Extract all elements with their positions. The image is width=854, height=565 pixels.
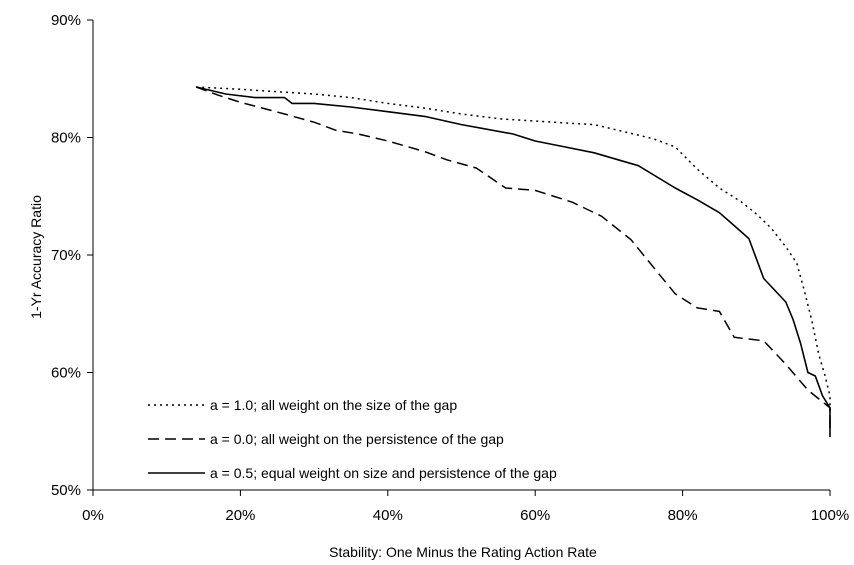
y-tick-label: 90%: [51, 12, 81, 29]
y-tick-label: 80%: [51, 130, 81, 147]
x-tick-label: 40%: [373, 507, 403, 524]
x-tick-label: 60%: [520, 507, 550, 524]
y-tick-label: 70%: [51, 247, 81, 264]
tick-labels: 50% 60% 70% 80% 90% 0% 20% 40% 60% 80% 100%: [51, 12, 849, 524]
series-lines: [195, 86, 831, 438]
x-tick-label: 100%: [811, 507, 849, 524]
y-axis-title: 1-Yr Accuracy Ratio: [28, 195, 44, 319]
x-axis-title: Stability: One Minus the Rating Action R…: [329, 544, 597, 560]
legend-label: a = 0.5; equal weight on size and persis…: [210, 465, 557, 481]
series-line-dotted: [196, 86, 831, 428]
legend-label: a = 0.0; all weight on the persistence o…: [210, 431, 504, 447]
series-line-dashed: [195, 86, 831, 434]
legend-label: a = 1.0; all weight on the size of the g…: [210, 397, 457, 413]
y-tick-label: 60%: [51, 365, 81, 382]
x-tick-label: 20%: [225, 507, 255, 524]
x-tick-label: 0%: [82, 507, 104, 524]
y-tick-label: 50%: [51, 482, 81, 499]
x-tick-label: 80%: [668, 507, 698, 524]
axes: [87, 19, 831, 496]
series-line-solid: [196, 86, 831, 438]
legend: a = 1.0; all weight on the size of the g…: [148, 397, 557, 481]
